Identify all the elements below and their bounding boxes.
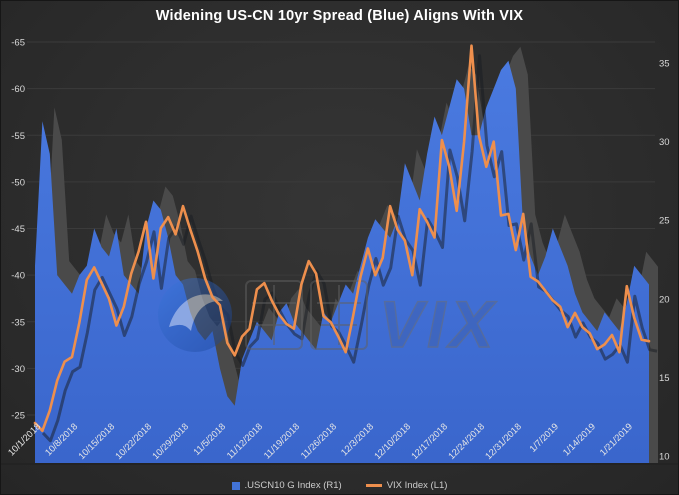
- right-axis-tick-label: 25: [659, 216, 670, 227]
- vix-line: [33, 44, 651, 433]
- left-axis-tick-label: -55: [11, 131, 25, 142]
- left-axis-tick-label: -35: [11, 317, 25, 328]
- watermark-text: VIX: [379, 287, 497, 361]
- watermark-bird-icon: [169, 294, 223, 331]
- right-axis-tick-label: 35: [659, 59, 670, 70]
- right-axis-tick-label: 30: [659, 137, 670, 148]
- left-axis-tick-label: -50: [11, 177, 25, 188]
- right-axis-tick-label: 15: [659, 373, 670, 384]
- left-axis-tick-label: -30: [11, 364, 25, 375]
- legend-item-spread: .USCN10 G Index (R1): [231, 480, 342, 491]
- legend-swatch-line-icon: [365, 484, 382, 487]
- right-axis-tick-label: 20: [659, 294, 670, 305]
- left-axis-tick-label: -25: [11, 411, 25, 422]
- left-axis-tick-label: -60: [11, 84, 25, 95]
- left-axis-tick-label: -40: [11, 271, 25, 282]
- chart-title: Widening US-CN 10yr Spread (Blue) Aligns…: [155, 8, 524, 24]
- legend-item-vix: VIX Index (L1): [365, 480, 448, 491]
- legend-label-spread: .USCN10 G Index (R1): [244, 480, 342, 491]
- chart-legend: .USCN10 G Index (R1) VIX Index (L1): [1, 480, 678, 491]
- left-axis-tick-label: -65: [11, 38, 25, 49]
- legend-swatch-square-icon: [231, 481, 240, 490]
- left-axis-tick-label: -45: [11, 224, 25, 235]
- right-axis-tick-label: 10: [659, 452, 670, 463]
- legend-label-vix: VIX Index (L1): [386, 480, 448, 491]
